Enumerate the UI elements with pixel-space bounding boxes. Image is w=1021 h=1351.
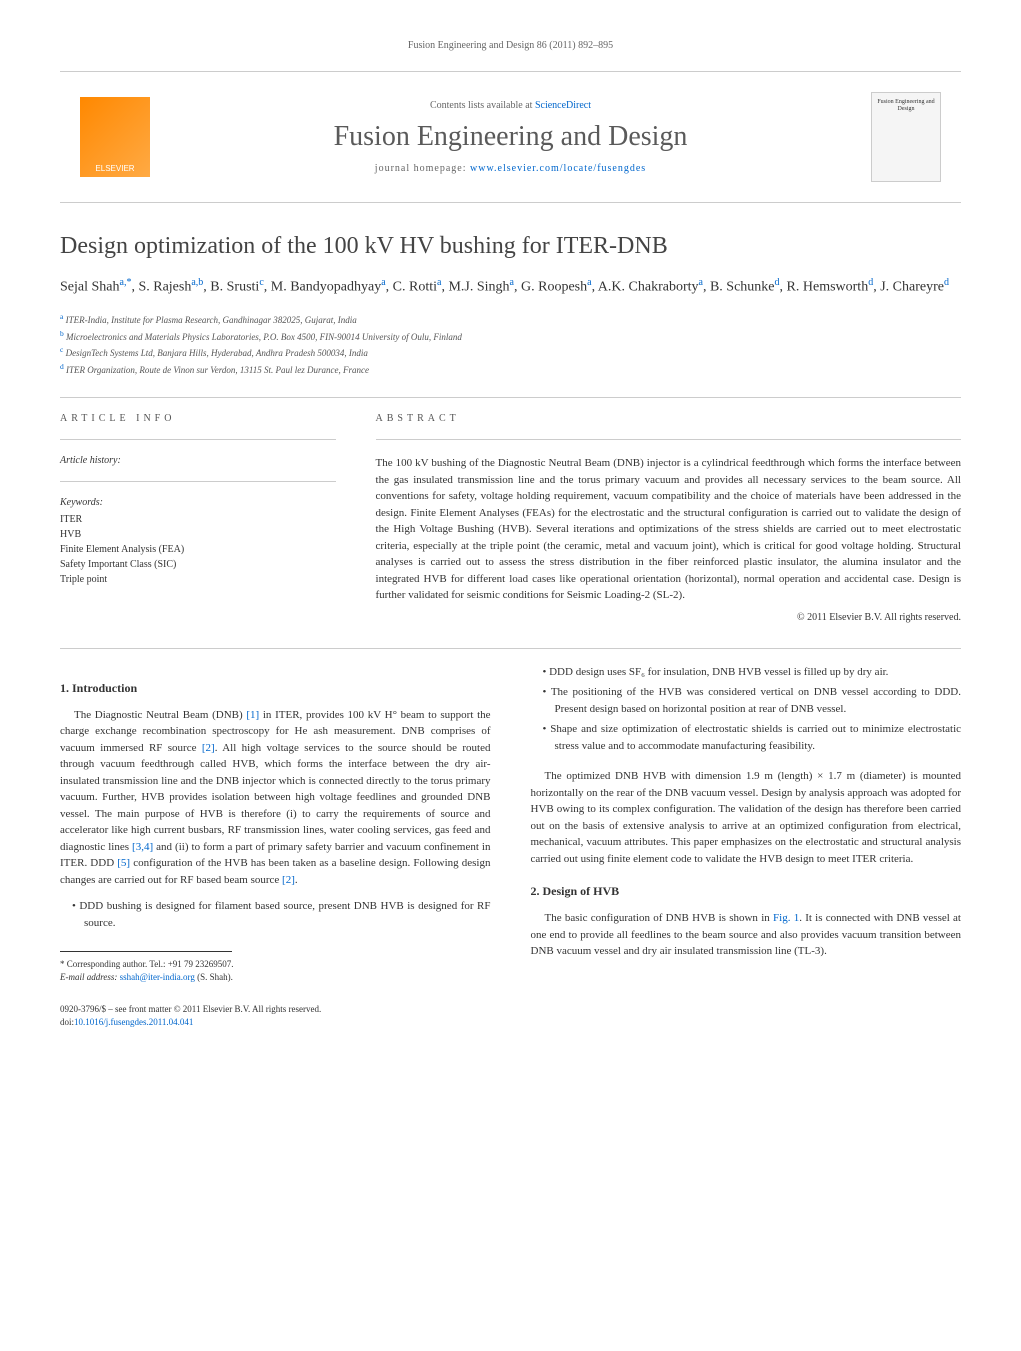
- list-item: DDD bushing is designed for filament bas…: [72, 898, 491, 931]
- homepage-label: journal homepage:: [375, 163, 470, 174]
- homepage-url[interactable]: www.elsevier.com/locate/fusengdes: [470, 163, 646, 174]
- footnote-email-link[interactable]: sshah@iter-india.org: [120, 972, 195, 982]
- divider-info-2: [60, 481, 336, 482]
- affiliation-line: c DesignTech Systems Ltd, Banjara Hills,…: [60, 344, 961, 361]
- abstract-text: The 100 kV bushing of the Diagnostic Neu…: [376, 455, 961, 604]
- footnote-email-line: E-mail address: sshah@iter-india.org (S.…: [60, 971, 491, 984]
- abstract-copyright: © 2011 Elsevier B.V. All rights reserved…: [376, 612, 961, 623]
- affiliation-line: d ITER Organization, Route de Vinon sur …: [60, 361, 961, 378]
- design-para-1: The basic configuration of DNB HVB is sh…: [531, 910, 962, 960]
- journal-name: Fusion Engineering and Design: [150, 121, 871, 153]
- design-heading: 2. Design of HVB: [531, 882, 962, 900]
- affiliation-line: b Microelectronics and Materials Physics…: [60, 328, 961, 345]
- keyword-item: Safety Important Class (SIC): [60, 557, 336, 572]
- footer-doi-line: doi:10.1016/j.fusengdes.2011.04.041: [60, 1016, 961, 1029]
- doi-link[interactable]: 10.1016/j.fusengdes.2011.04.041: [74, 1017, 193, 1027]
- intro-bullet-left: DDD bushing is designed for filament bas…: [60, 898, 491, 931]
- intro-heading: 1. Introduction: [60, 679, 491, 697]
- abstract-heading: ABSTRACT: [376, 413, 961, 424]
- doi-label: doi:: [60, 1017, 74, 1027]
- article-title: Design optimization of the 100 kV HV bus…: [60, 233, 961, 260]
- journal-cover-thumbnail: Fusion Engineering and Design: [871, 92, 941, 182]
- footnote-email-label: E-mail address:: [60, 972, 120, 982]
- body-right-column: DDD design uses SF₆ for insulation, DNB …: [531, 664, 962, 984]
- corresponding-footnote: * Corresponding author. Tel.: +91 79 232…: [60, 958, 491, 983]
- divider-abstract: [376, 439, 961, 440]
- contents-lists-line: Contents lists available at ScienceDirec…: [150, 100, 871, 111]
- header-citation: Fusion Engineering and Design 86 (2011) …: [60, 40, 961, 51]
- body-columns: 1. Introduction The Diagnostic Neutral B…: [60, 664, 961, 984]
- info-abstract-row: ARTICLE INFO Article history: Keywords: …: [60, 413, 961, 623]
- article-info-heading: ARTICLE INFO: [60, 413, 336, 424]
- footnote-email-name: (S. Shah).: [195, 972, 233, 982]
- elsevier-logo: ELSEVIER: [80, 97, 150, 177]
- sciencedirect-link[interactable]: ScienceDirect: [535, 100, 591, 111]
- cover-label: Fusion Engineering and Design: [872, 99, 940, 113]
- list-item: Shape and size optimization of electrost…: [543, 721, 962, 754]
- keyword-item: Triple point: [60, 572, 336, 587]
- list-item: DDD design uses SF₆ for insulation, DNB …: [543, 664, 962, 681]
- list-item: The positioning of the HVB was considere…: [543, 684, 962, 717]
- contents-banner: ELSEVIER Contents lists available at Sci…: [60, 71, 961, 203]
- contents-lists-text: Contents lists available at: [430, 100, 535, 111]
- footer-meta: 0920-3796/$ – see front matter © 2011 El…: [60, 1003, 961, 1028]
- article-history-label: Article history:: [60, 455, 336, 466]
- keywords-list: ITERHVBFinite Element Analysis (FEA)Safe…: [60, 512, 336, 587]
- intro-para-1: The Diagnostic Neutral Beam (DNB) [1] in…: [60, 707, 491, 889]
- body-left-column: 1. Introduction The Diagnostic Neutral B…: [60, 664, 491, 984]
- intro-para-after: The optimized DNB HVB with dimension 1.9…: [531, 768, 962, 867]
- footer-copyright: 0920-3796/$ – see front matter © 2011 El…: [60, 1003, 961, 1016]
- authors-line: Sejal Shaha,*, S. Rajesha,b, B. Srustic,…: [60, 275, 961, 299]
- elsevier-label: ELSEVIER: [95, 164, 134, 173]
- footnote-divider: [60, 951, 232, 952]
- affiliations-block: a ITER-India, Institute for Plasma Resea…: [60, 311, 961, 377]
- divider-info-1: [60, 439, 336, 440]
- keyword-item: HVB: [60, 527, 336, 542]
- abstract-column: ABSTRACT The 100 kV bushing of the Diagn…: [376, 413, 961, 623]
- intro-bullets-right: DDD design uses SF₆ for insulation, DNB …: [531, 664, 962, 755]
- journal-homepage-line: journal homepage: www.elsevier.com/locat…: [150, 163, 871, 174]
- journal-center-block: Contents lists available at ScienceDirec…: [150, 100, 871, 174]
- keyword-item: Finite Element Analysis (FEA): [60, 542, 336, 557]
- divider-body: [60, 648, 961, 649]
- affiliation-line: a ITER-India, Institute for Plasma Resea…: [60, 311, 961, 328]
- divider-top: [60, 397, 961, 398]
- footnote-tel: * Corresponding author. Tel.: +91 79 232…: [60, 958, 491, 971]
- keywords-label: Keywords:: [60, 497, 336, 508]
- keyword-item: ITER: [60, 512, 336, 527]
- article-info-column: ARTICLE INFO Article history: Keywords: …: [60, 413, 336, 623]
